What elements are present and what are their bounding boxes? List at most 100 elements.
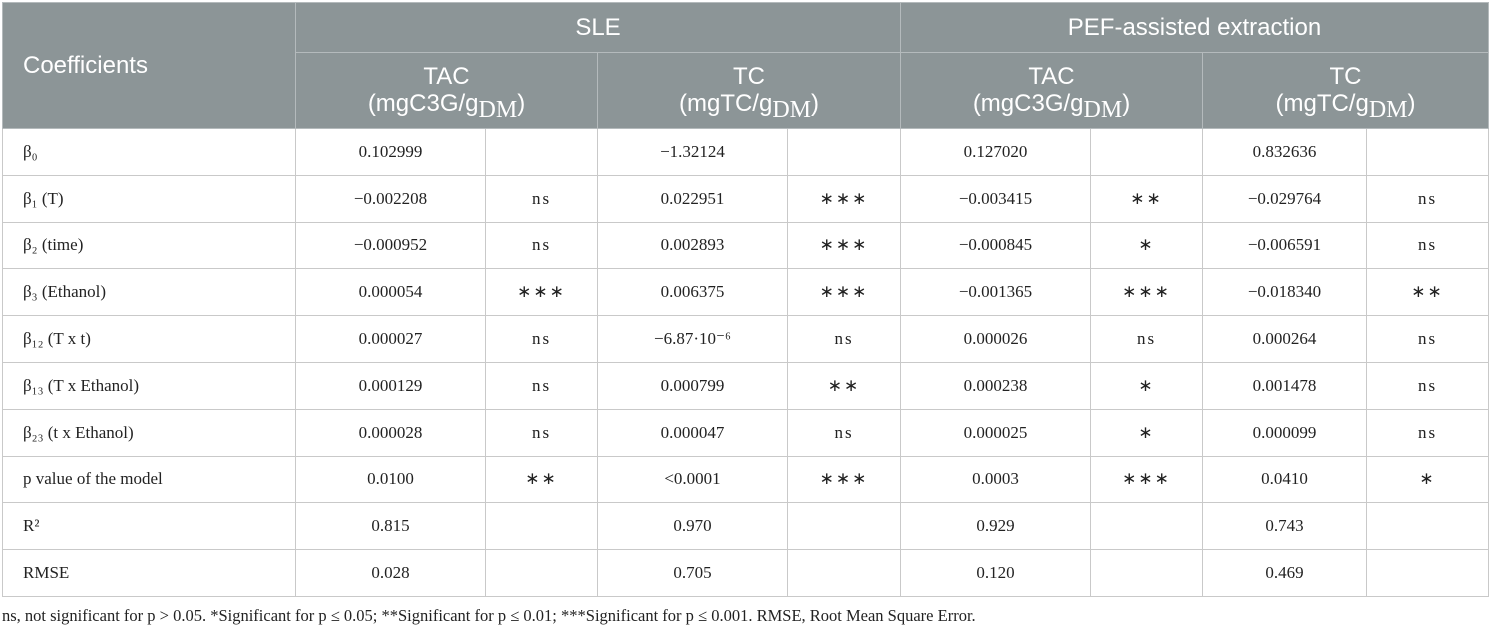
value-cell: 0.0410 <box>1202 455 1367 504</box>
sub-header-name: TC <box>733 63 765 90</box>
header-row: TAC (mgC3G/gDM) TC (mgTC/gDM) TAC (mgC3G/gDM)… <box>3 52 1489 129</box>
value-cell: −0.000845 <box>900 221 1091 270</box>
significance-cell: ∗∗∗ <box>787 221 901 270</box>
table-row: β₂₃ (t x Ethanol) 0.000028 ns 0.000047 ns 0.0… <box>2 408 1489 457</box>
significance-cell <box>787 128 901 176</box>
sub-header: TAC (mgC3G/gDM) <box>295 52 598 129</box>
value-cell: 0.006375 <box>597 268 788 317</box>
value-cell: −0.001365 <box>900 268 1091 317</box>
value-cell: 0.000264 <box>1202 315 1367 363</box>
sub-header: TC (mgTC/gDM) <box>597 52 901 129</box>
sub-header-unit-sub: DM <box>478 97 518 123</box>
significance-cell <box>485 128 598 176</box>
significance-cell: ∗∗ <box>1366 268 1489 317</box>
value-cell: <0.0001 <box>597 455 788 504</box>
row-label: β₃ (Ethanol) <box>2 268 296 317</box>
significance-cell: ∗∗∗ <box>787 174 901 223</box>
value-cell: 0.970 <box>597 502 788 551</box>
value-cell: 0.815 <box>295 502 486 551</box>
header-cell: Coefficients <box>2 2 296 129</box>
value-cell: 0.000099 <box>1202 408 1367 457</box>
value-cell: 0.000026 <box>900 315 1091 363</box>
significance-cell <box>787 502 901 551</box>
significance-cell <box>485 502 598 551</box>
value-cell: −6.87·10⁻⁶ <box>597 315 788 363</box>
value-cell: 0.028 <box>295 549 486 597</box>
row-label: β₁₃ (T x Ethanol) <box>2 361 296 410</box>
value-cell: 0.127020 <box>900 128 1091 176</box>
significance-cell <box>485 549 598 597</box>
row-label: β₁₂ (T x t) <box>2 315 296 363</box>
significance-cell: ns <box>787 408 901 457</box>
table-row: RMSE 0.028 0.705 0.120 0.469 <box>2 549 1489 597</box>
group-header: PEF-assisted extraction <box>900 2 1489 53</box>
table-row: β₁₂ (T x t) 0.000027 ns −6.87·10⁻⁶ ns 0.00002… <box>2 315 1489 363</box>
significance-cell <box>1366 128 1489 176</box>
sub-header: TAC (mgC3G/gDM) <box>900 52 1203 129</box>
table-row: p value of the model 0.0100 ∗∗ <0.0001 ∗∗∗ 0.… <box>2 455 1489 504</box>
significance-cell <box>1366 549 1489 597</box>
row-label: RMSE <box>2 549 296 597</box>
table-row: β₃ (Ethanol) 0.000054 ∗∗∗ 0.006375 ∗∗∗ −0.001… <box>2 268 1489 317</box>
row-label: β₂₃ (t x Ethanol) <box>2 408 296 457</box>
sub-header-name: TC <box>1329 63 1362 90</box>
significance-cell <box>1366 502 1489 551</box>
significance-cell: ∗∗ <box>485 455 598 504</box>
significance-cell: ∗ <box>1090 221 1203 270</box>
row-label: p value of the model <box>2 455 296 504</box>
significance-cell: ns <box>485 174 598 223</box>
sub-header-unit: (mgC3G/g <box>367 90 479 117</box>
sub-header-unit-sub: DM <box>1083 97 1123 123</box>
sub-header-name: TAC <box>1028 63 1075 90</box>
significance-cell: ns <box>485 315 598 363</box>
sub-header-unit-end: ) <box>811 90 819 117</box>
value-cell: 0.0100 <box>295 455 486 504</box>
value-cell: −0.002208 <box>295 174 486 223</box>
row-label: R² <box>2 502 296 551</box>
header-row: Coefficients SLE PEF-assisted extraction <box>2 2 1489 129</box>
value-cell: 0.469 <box>1202 549 1367 597</box>
table-row: β₂ (time) −0.000952 ns 0.002893 ∗∗∗ −0.000845… <box>2 221 1489 270</box>
table-row: β₀ 0.102999 −1.32124 0.127020 0.832636 <box>2 128 1489 176</box>
sub-header-unit-end: ) <box>517 90 526 117</box>
sub-header-unit: (mgTC/g <box>1275 90 1369 117</box>
table-row: R² 0.815 0.970 0.929 0.743 <box>2 502 1489 551</box>
value-cell: 0.001478 <box>1202 361 1367 410</box>
significance-cell: ∗∗∗ <box>1090 455 1203 504</box>
value-cell: 0.000238 <box>900 361 1091 410</box>
significance-cell: ∗∗∗ <box>485 268 598 317</box>
sub-header-unit-sub: DM <box>772 97 811 123</box>
table-body: β₀ 0.102999 −1.32124 0.127020 0.832636 β₁ (T)… <box>2 128 1489 597</box>
value-cell: 0.120 <box>900 549 1091 597</box>
sub-header-unit: (mgTC/g <box>678 90 773 117</box>
sub-header: TC (mgTC/gDM) <box>1202 52 1489 129</box>
significance-cell: ∗∗∗ <box>787 268 901 317</box>
significance-cell <box>1090 549 1203 597</box>
value-cell: −0.000952 <box>295 221 486 270</box>
value-cell: 0.705 <box>597 549 788 597</box>
footnote: ns, not significant for p > 0.05. *Signi… <box>2 606 976 625</box>
significance-cell: ∗∗∗ <box>1090 268 1203 317</box>
table: Coefficients SLE PEF-assisted extraction … <box>2 2 1489 597</box>
value-cell: −0.003415 <box>900 174 1091 223</box>
table-row: β₁ (T) −0.002208 ns 0.022951 ∗∗∗ −0.003415 ∗∗ −… <box>2 174 1489 223</box>
value-cell: 0.102999 <box>295 128 486 176</box>
value-cell: 0.832636 <box>1202 128 1367 176</box>
significance-cell: ns <box>1366 221 1489 270</box>
value-cell: −1.32124 <box>597 128 788 176</box>
value-cell: 0.000025 <box>900 408 1091 457</box>
row-label: β₂ (time) <box>2 221 296 270</box>
value-cell: 0.000054 <box>295 268 486 317</box>
significance-cell: ns <box>485 221 598 270</box>
sub-header-unit-end: ) <box>1407 90 1416 117</box>
sub-header-unit-sub: DM <box>1368 97 1408 123</box>
significance-cell <box>1090 502 1203 551</box>
value-cell: 0.000047 <box>597 408 788 457</box>
value-cell: 0.000799 <box>597 361 788 410</box>
significance-cell: ns <box>787 315 901 363</box>
significance-cell: ∗∗ <box>787 361 901 410</box>
row-label: β₁ (T) <box>2 174 296 223</box>
significance-cell: ns <box>485 408 598 457</box>
sub-header-unit: (mgC3G/g <box>972 90 1084 117</box>
row-label: β₀ <box>2 128 296 176</box>
